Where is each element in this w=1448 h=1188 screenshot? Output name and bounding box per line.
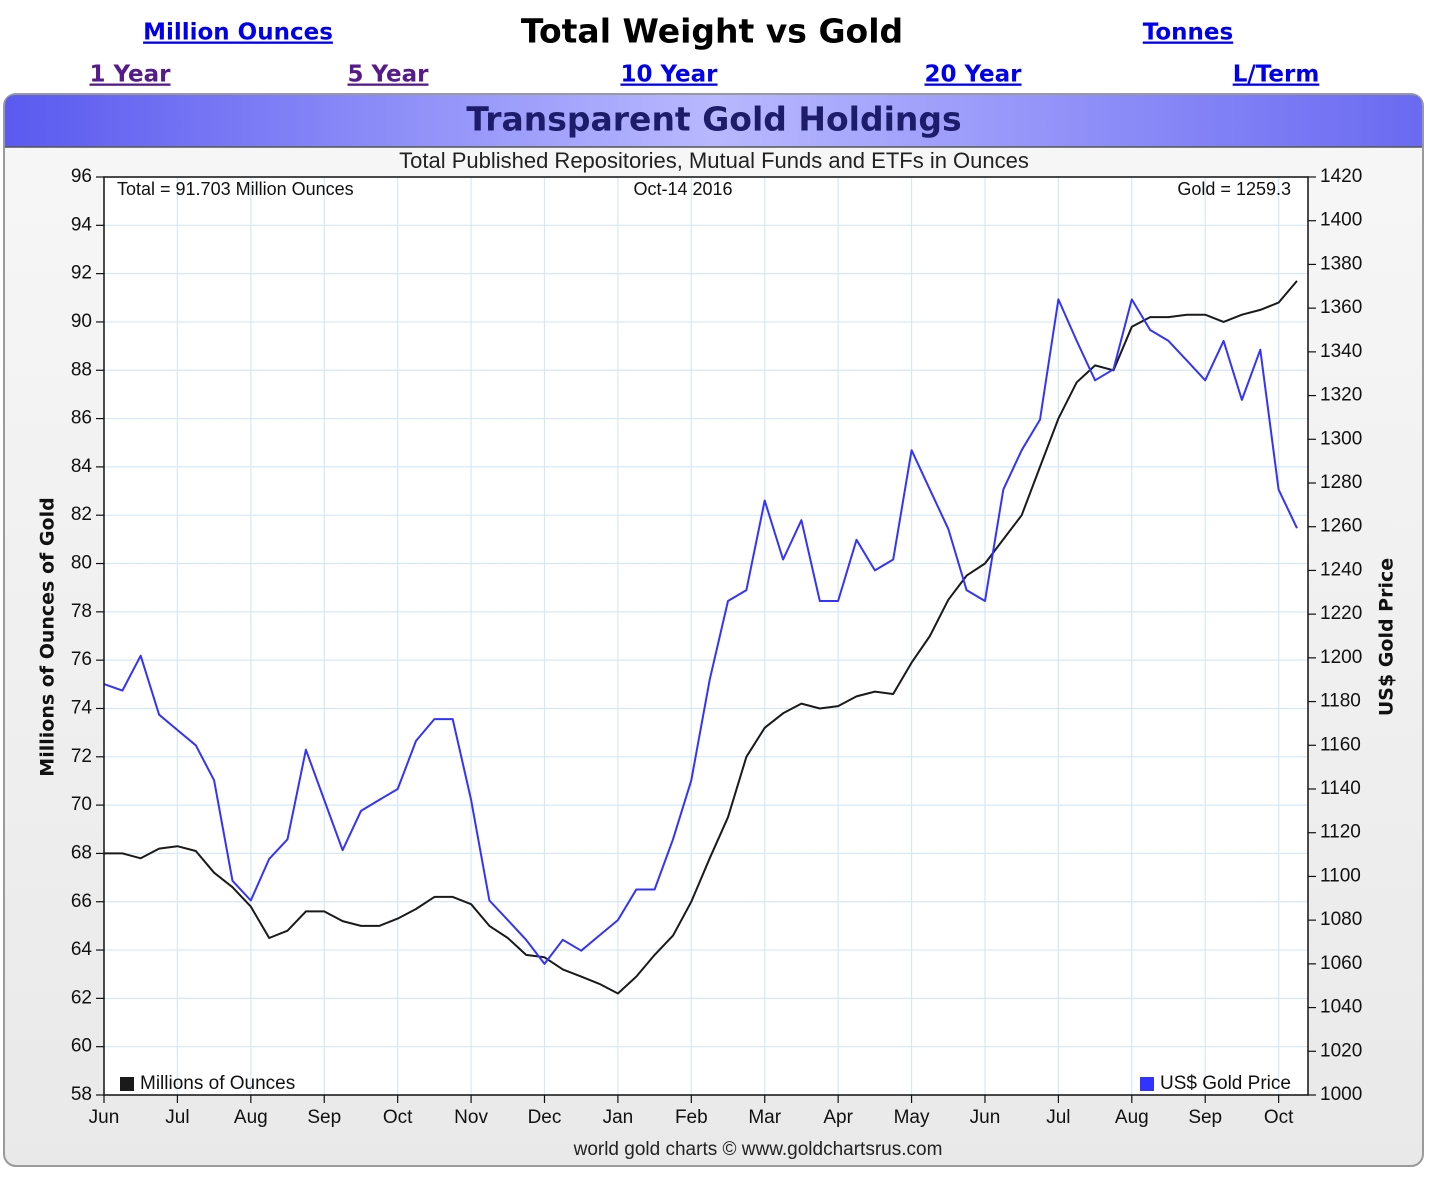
y2-tick-label: 1260 xyxy=(1320,516,1362,537)
y-tick-label: 70 xyxy=(71,794,92,815)
data-line xyxy=(104,280,1298,995)
annotation: Oct-14 2016 xyxy=(633,179,732,199)
plot-area xyxy=(104,177,1308,1095)
x-tick-label: Dec xyxy=(528,1107,562,1128)
panel-header xyxy=(5,95,1422,147)
y2-tick-label: 1220 xyxy=(1320,603,1362,624)
y2-tick-label: 1100 xyxy=(1320,865,1361,886)
y2-tick-label: 1420 xyxy=(1320,166,1362,187)
x-tick-label: Oct xyxy=(1264,1107,1294,1128)
x-tick-label: Sep xyxy=(1188,1107,1222,1128)
y2-tick-label: 1000 xyxy=(1320,1084,1362,1105)
x-tick-label: Jun xyxy=(89,1107,120,1128)
y-tick-label: 90 xyxy=(71,311,92,332)
y2-tick-label: 1060 xyxy=(1320,953,1362,974)
y-tick-label: 60 xyxy=(71,1036,92,1057)
y2-tick-label: 1040 xyxy=(1320,997,1362,1018)
y-tick-label: 66 xyxy=(71,891,92,912)
x-tick-label: Jul xyxy=(165,1107,189,1128)
y2-tick-label: 1120 xyxy=(1320,822,1361,843)
y2-tick-label: 1360 xyxy=(1320,297,1362,318)
y2-tick-label: 1180 xyxy=(1320,691,1361,712)
x-tick-label: Oct xyxy=(383,1107,413,1128)
y2-tick-label: 1300 xyxy=(1320,428,1362,449)
x-tick-label: Aug xyxy=(1115,1107,1149,1128)
y2-tick-label: 1400 xyxy=(1320,210,1362,231)
y2-tick-label: 1020 xyxy=(1320,1040,1362,1061)
y-tick-label: 88 xyxy=(71,359,92,380)
y-tick-label: 82 xyxy=(71,504,92,525)
y-tick-label: 94 xyxy=(71,214,93,235)
y2-tick-label: 1140 xyxy=(1320,778,1361,799)
x-tick-label: Sep xyxy=(307,1107,341,1128)
link[interactable]: 1 Year xyxy=(89,62,171,88)
y2-tick-label: 1160 xyxy=(1320,734,1361,755)
x-tick-label: Aug xyxy=(234,1107,268,1128)
y-tick-label: 86 xyxy=(71,408,92,429)
y-tick-label: 68 xyxy=(71,842,92,863)
y-tick-label: 64 xyxy=(71,939,93,960)
legend-swatch xyxy=(1140,1077,1154,1091)
link[interactable]: L/Term xyxy=(1233,62,1320,88)
y-tick-label: 92 xyxy=(71,263,92,284)
y2-tick-label: 1080 xyxy=(1320,909,1362,930)
chart-subtitle: Total Published Repositories, Mutual Fun… xyxy=(399,148,1029,173)
annotation: Total = 91.703 Million Ounces xyxy=(117,179,354,199)
chart-title: Transparent Gold Holdings xyxy=(466,100,961,139)
x-tick-label: Nov xyxy=(454,1107,488,1128)
y-tick-label: 58 xyxy=(71,1084,92,1105)
link[interactable]: Million Ounces xyxy=(143,20,333,46)
page-title: Total Weight vs Gold xyxy=(521,12,903,51)
y-tick-label: 72 xyxy=(71,746,92,767)
y-tick-label: 84 xyxy=(71,456,93,477)
legend-label: US$ Gold Price xyxy=(1160,1073,1291,1094)
y2-tick-label: 1200 xyxy=(1320,647,1362,668)
y-tick-label: 80 xyxy=(71,553,92,574)
link[interactable]: 5 Year xyxy=(347,62,429,88)
link[interactable]: 10 Year xyxy=(620,62,718,88)
x-tick-label: Apr xyxy=(823,1107,853,1128)
x-tick-label: May xyxy=(894,1107,930,1128)
y-tick-label: 78 xyxy=(71,601,92,622)
link[interactable]: Tonnes xyxy=(1143,20,1233,46)
annotation: Gold = 1259.3 xyxy=(1177,179,1291,199)
x-tick-label: Jul xyxy=(1046,1107,1070,1128)
source: world gold charts © www.goldchartsrus.co… xyxy=(573,1139,943,1160)
link[interactable]: 20 Year xyxy=(924,62,1022,88)
plot-frame xyxy=(103,176,1309,1096)
data-line xyxy=(103,298,1298,965)
y2-tick-label: 1380 xyxy=(1320,253,1362,274)
legend-label: Millions of Ounces xyxy=(140,1073,295,1094)
legend-swatch xyxy=(120,1077,134,1091)
y2-tick-label: 1320 xyxy=(1320,385,1362,406)
y-tick-label: 76 xyxy=(71,649,92,670)
y2-tick-label: 1280 xyxy=(1320,472,1362,493)
y-axis-label: Millions of Ounces of Gold xyxy=(37,497,59,776)
x-tick-label: Jan xyxy=(603,1107,634,1128)
y2-tick-label: 1340 xyxy=(1320,341,1362,362)
x-tick-label: Jun xyxy=(970,1107,1001,1128)
y2-tick-label: 1240 xyxy=(1320,559,1362,580)
y2-axis-label: US$ Gold Price xyxy=(1376,558,1398,716)
y-tick-label: 74 xyxy=(71,697,93,718)
y-tick-label: 62 xyxy=(71,987,92,1008)
x-tick-label: Feb xyxy=(675,1107,708,1128)
x-tick-label: Mar xyxy=(748,1107,781,1128)
y-tick-label: 96 xyxy=(71,166,92,187)
